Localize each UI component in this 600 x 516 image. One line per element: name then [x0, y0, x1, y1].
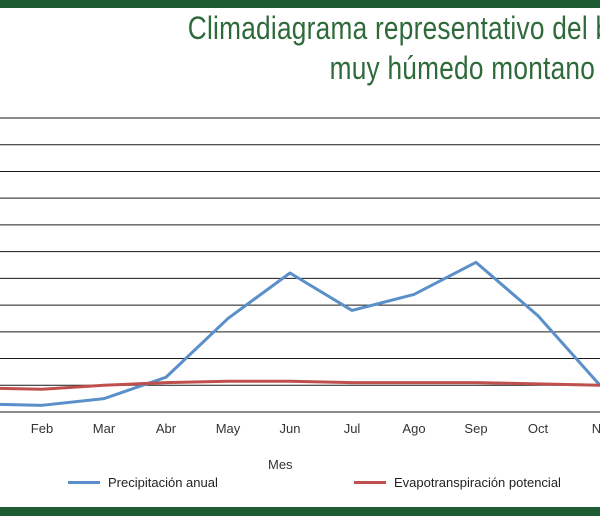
x-tick-label: Oct	[528, 421, 549, 436]
legend-label-evapotranspiration: Evapotranspiración potencial	[394, 474, 561, 490]
series-line-evapotranspiration	[0, 379, 600, 391]
legend-label-precipitation: Precipitación anual	[108, 474, 218, 490]
x-axis-label: Mes	[268, 457, 293, 472]
x-tick-label: Ago	[402, 421, 425, 436]
x-tick-label: Sep	[464, 421, 487, 436]
x-tick-label: Jun	[280, 421, 301, 436]
x-tick-label: Mar	[93, 421, 116, 436]
x-tick-label: No	[592, 421, 600, 436]
top-frame-bar	[0, 0, 600, 8]
series-line-precipitation	[0, 260, 600, 407]
legend-item-precipitation: Precipitación anual	[68, 472, 218, 492]
x-tick-label: Jul	[344, 421, 361, 436]
x-tick-label: Abr	[156, 421, 177, 436]
x-tick-label: Feb	[31, 421, 53, 436]
legend-swatch-precipitation	[68, 480, 100, 484]
chart-title-line-1: Climadiagrama representativo del b	[187, 10, 600, 46]
bottom-frame-bar	[0, 507, 600, 516]
chart-title-line-2: muy húmedo montano t	[329, 50, 600, 86]
legend-swatch-evapotranspiration	[354, 480, 386, 484]
x-tick-label: May	[216, 421, 241, 436]
legend-item-evapotranspiration: Evapotranspiración potencial	[354, 472, 561, 492]
